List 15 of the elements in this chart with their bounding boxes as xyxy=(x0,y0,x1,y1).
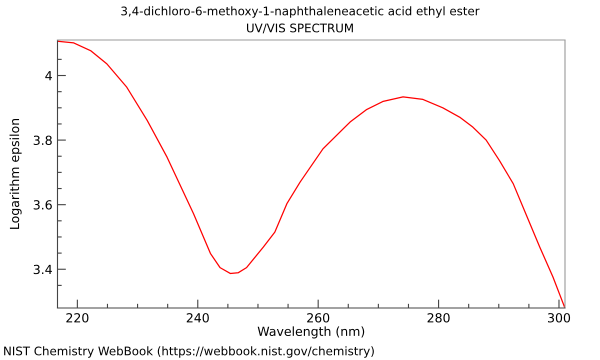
x-tick-label: 240 xyxy=(186,313,209,323)
y-tick-label: 4 xyxy=(45,71,52,80)
y-axis-title: Logarithm epsilon xyxy=(10,118,22,229)
x-tick-label: 280 xyxy=(428,313,450,323)
chart-subtitle: UV/VIS SPECTRUM xyxy=(247,23,353,34)
x-axis-title: Wavelength (nm) xyxy=(258,326,364,338)
x-tick-label: 220 xyxy=(66,313,88,323)
x-tick-label: 260 xyxy=(307,313,330,323)
x-tick-label: 300 xyxy=(548,313,570,323)
chart-title: 3,4-dichloro-6-methoxy-1-naphthaleneacetic acid ethyl ester xyxy=(121,6,480,18)
line-series xyxy=(58,40,565,308)
y-tick-label: 3.6 xyxy=(34,200,52,210)
text: NIST Chemistry WebBook (https://webbook.nist.gov/chemistry) xyxy=(4,346,374,358)
y-tick-label: 3.8 xyxy=(34,136,52,146)
y-tick-label: 3.4 xyxy=(34,264,52,274)
